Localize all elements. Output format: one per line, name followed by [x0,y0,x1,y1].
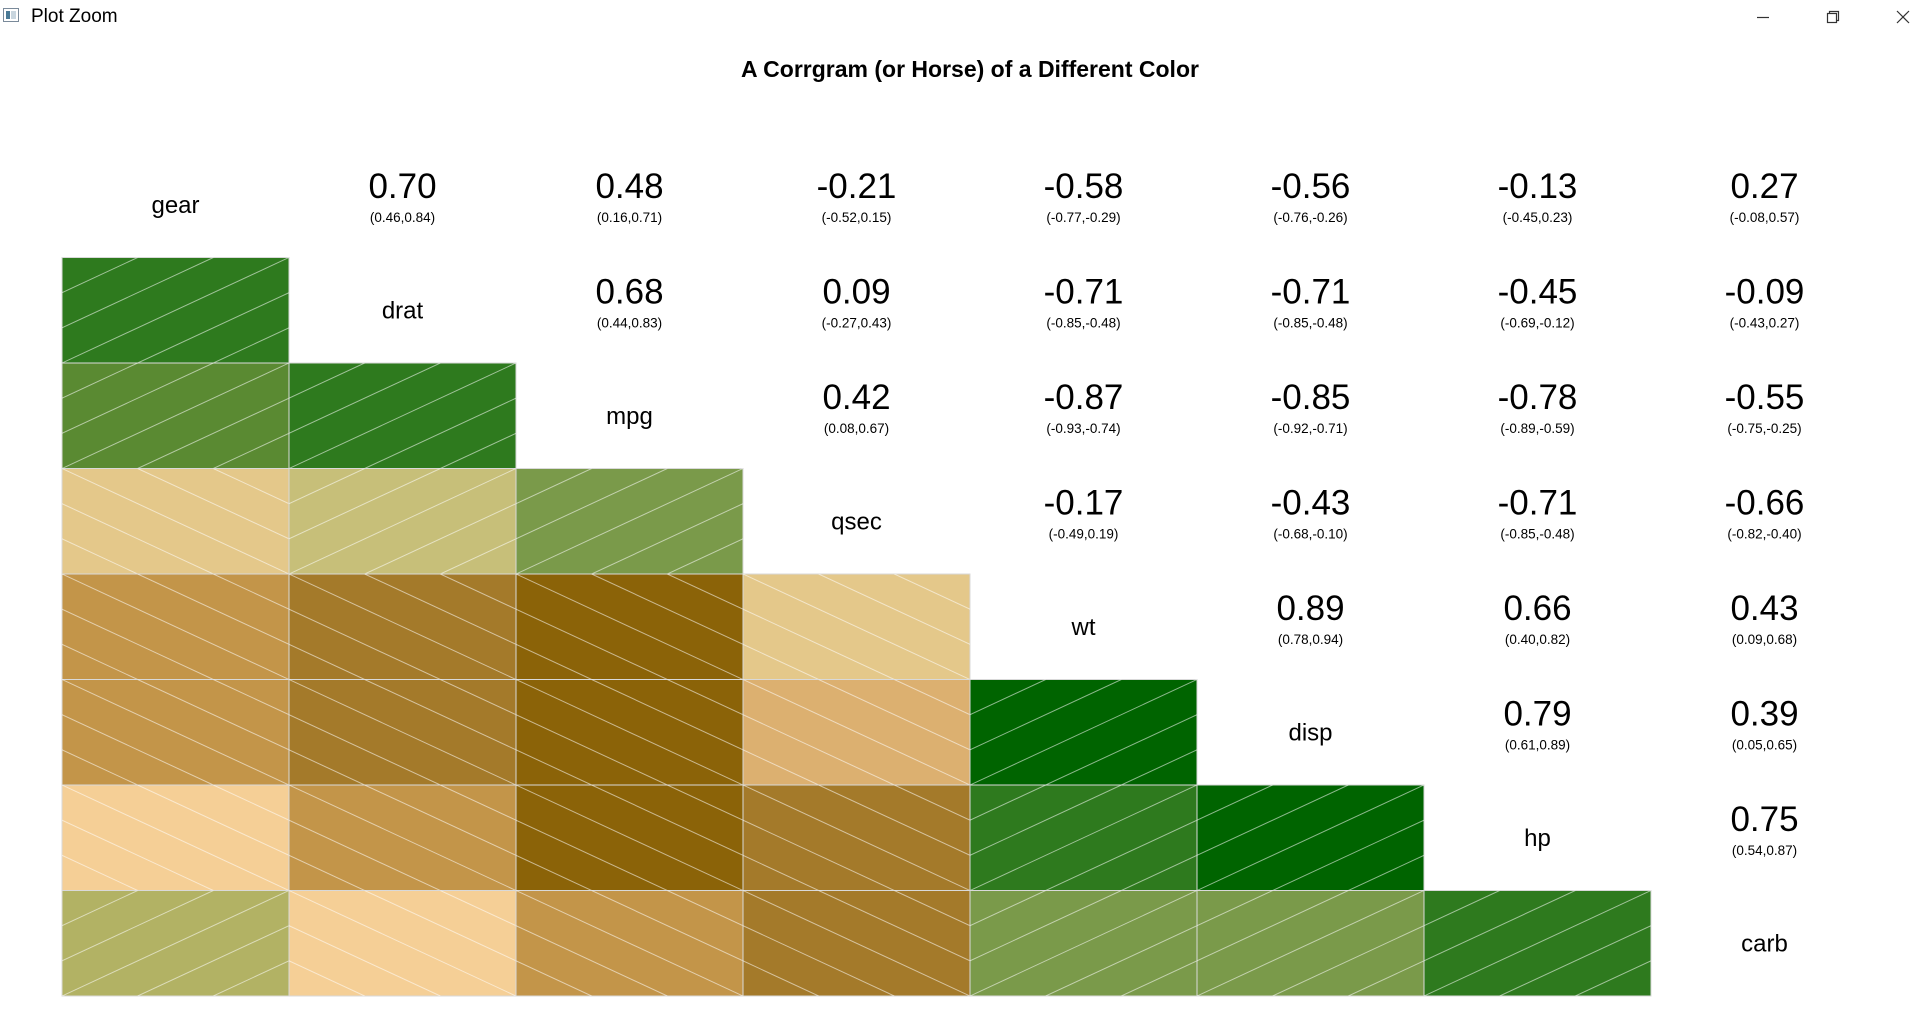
variable-label-wt: wt [1071,614,1096,641]
variable-label-carb: carb [1741,930,1788,957]
restore-button[interactable] [1810,0,1856,34]
corr-ci-mpg-drat: (0.44,0.83) [597,316,662,331]
variable-label-drat: drat [382,297,424,324]
shade-cell-disp-mpg [515,679,744,786]
variable-label-hp: hp [1524,825,1551,852]
shade-cell-qsec-gear [61,468,290,575]
corr-value-carb-drat: -0.09 [1725,273,1805,312]
corr-value-hp-gear: -0.13 [1498,167,1578,206]
corr-value-carb-disp: 0.39 [1730,695,1798,734]
corr-value-hp-wt: 0.66 [1503,589,1571,628]
corr-value-wt-mpg: -0.87 [1044,378,1124,417]
corr-value-disp-drat: -0.71 [1271,273,1351,312]
corr-value-carb-hp: 0.75 [1730,800,1798,839]
shade-cell-hp-drat [288,784,517,891]
shade-cell-hp-wt [969,784,1198,891]
variable-label-mpg: mpg [606,403,653,430]
corr-value-hp-disp: 0.79 [1503,695,1571,734]
corr-value-qsec-mpg: 0.42 [822,378,890,417]
corr-ci-carb-gear: (-0.08,0.57) [1730,210,1800,225]
shade-cell-carb-gear [61,890,290,997]
corr-value-wt-drat: -0.71 [1044,273,1124,312]
corr-ci-hp-disp: (0.61,0.89) [1505,738,1570,753]
corr-value-carb-mpg: -0.55 [1725,378,1805,417]
chart-title: A Corrgram (or Horse) of a Different Col… [741,56,1199,82]
corr-value-carb-wt: 0.43 [1730,589,1798,628]
shade-cell-wt-qsec [742,573,971,680]
corr-value-drat-gear: 0.70 [368,167,436,206]
corr-value-hp-qsec: -0.71 [1498,484,1578,523]
corr-value-hp-mpg: -0.78 [1498,378,1578,417]
corr-ci-hp-mpg: (-0.89,-0.59) [1500,421,1574,436]
shade-cell-carb-qsec [742,890,971,997]
corr-ci-wt-qsec: (-0.49,0.19) [1049,527,1119,542]
shade-cell-wt-gear [61,573,290,680]
corr-ci-wt-drat: (-0.85,-0.48) [1046,316,1120,331]
shade-cell-wt-mpg [515,573,744,680]
corr-ci-carb-qsec: (-0.82,-0.40) [1727,527,1801,542]
shade-cell-hp-mpg [515,784,744,891]
corr-ci-carb-hp: (0.54,0.87) [1732,843,1797,858]
corr-ci-carb-drat: (-0.43,0.27) [1730,316,1800,331]
corr-ci-qsec-mpg: (0.08,0.67) [824,421,889,436]
shade-cell-hp-disp [1196,784,1425,891]
corr-value-carb-gear: 0.27 [1730,167,1798,206]
close-button[interactable] [1880,0,1920,34]
corr-ci-qsec-gear: (-0.52,0.15) [822,210,892,225]
corr-ci-drat-gear: (0.46,0.84) [370,210,435,225]
corr-ci-carb-disp: (0.05,0.65) [1732,738,1797,753]
corr-value-wt-gear: -0.58 [1044,167,1124,206]
corr-ci-hp-gear: (-0.45,0.23) [1503,210,1573,225]
close-icon [1896,10,1910,24]
corr-ci-disp-qsec: (-0.68,-0.10) [1273,527,1347,542]
shade-cell-drat-gear [61,257,290,364]
corr-ci-carb-mpg: (-0.75,-0.25) [1727,421,1801,436]
corr-ci-hp-drat: (-0.69,-0.12) [1500,316,1574,331]
shade-cell-disp-drat [288,679,517,786]
corr-ci-disp-mpg: (-0.92,-0.71) [1273,421,1347,436]
corr-value-disp-gear: -0.56 [1271,167,1351,206]
window-title: Plot Zoom [31,6,118,27]
window-titlebar: Plot Zoom [0,0,1920,34]
corr-value-carb-qsec: -0.66 [1725,484,1805,523]
corr-ci-wt-gear: (-0.77,-0.29) [1046,210,1120,225]
variable-label-gear: gear [151,192,199,219]
shade-cell-carb-disp [1196,890,1425,997]
corr-ci-qsec-drat: (-0.27,0.43) [822,316,892,331]
corr-value-disp-mpg: -0.85 [1271,378,1351,417]
variable-label-qsec: qsec [831,508,882,535]
corr-ci-mpg-gear: (0.16,0.71) [597,210,662,225]
shade-cell-carb-mpg [515,890,744,997]
corr-value-mpg-gear: 0.48 [595,167,663,206]
corr-ci-hp-wt: (0.40,0.82) [1505,632,1570,647]
corr-value-disp-wt: 0.89 [1276,589,1344,628]
shade-cell-mpg-drat [288,362,517,469]
shade-cell-carb-hp [1423,890,1652,997]
corr-value-hp-drat: -0.45 [1498,273,1578,312]
corr-value-wt-qsec: -0.17 [1044,484,1124,523]
corr-ci-carb-wt: (0.09,0.68) [1732,632,1797,647]
corr-ci-disp-wt: (0.78,0.94) [1278,632,1343,647]
minimize-button[interactable] [1740,0,1786,34]
minimize-icon [1757,16,1769,19]
corr-value-qsec-gear: -0.21 [817,167,897,206]
restore-icon [1826,10,1840,24]
variable-label-disp: disp [1288,719,1332,746]
corr-ci-wt-mpg: (-0.93,-0.74) [1046,421,1120,436]
shade-cell-disp-wt [969,679,1198,786]
corr-ci-disp-gear: (-0.76,-0.26) [1273,210,1347,225]
corr-ci-hp-qsec: (-0.85,-0.48) [1500,527,1574,542]
corr-value-qsec-drat: 0.09 [822,273,890,312]
shade-cell-carb-wt [969,890,1198,997]
corrgram-chart: A Corrgram (or Horse) of a Different Col… [61,56,1805,997]
shade-cell-wt-drat [288,573,517,680]
corr-ci-disp-drat: (-0.85,-0.48) [1273,316,1347,331]
shade-cell-disp-qsec [742,679,971,786]
plot-window-icon [3,8,19,22]
corr-value-mpg-drat: 0.68 [595,273,663,312]
corr-value-disp-qsec: -0.43 [1271,484,1351,523]
